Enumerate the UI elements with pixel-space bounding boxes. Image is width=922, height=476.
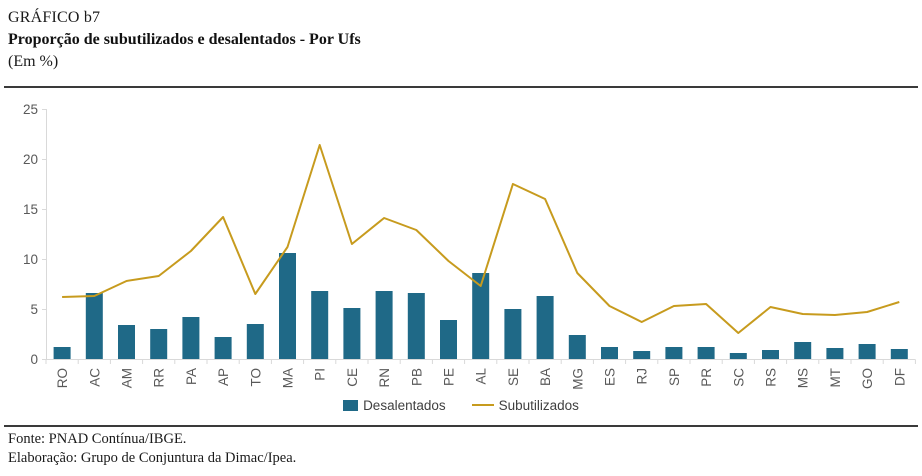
x-tick-label-AM: AM bbox=[120, 368, 135, 388]
legend-bar-swatch-icon bbox=[343, 399, 359, 411]
x-tick-label-SE: SE bbox=[506, 368, 521, 386]
bar-PI bbox=[311, 291, 329, 359]
bar-MT bbox=[826, 348, 844, 359]
x-tick-label-RO: RO bbox=[55, 368, 70, 388]
x-tick-label-RS: RS bbox=[764, 368, 779, 387]
y-tick-label: 5 bbox=[30, 302, 38, 317]
x-tick-label-ES: ES bbox=[603, 368, 618, 386]
chart-legend: Desalentados Subutilizados bbox=[0, 394, 922, 416]
bar-PA bbox=[182, 317, 200, 359]
bar-GO bbox=[858, 344, 876, 359]
y-tick-label: 25 bbox=[23, 102, 38, 117]
figure-unit: (Em %) bbox=[8, 53, 59, 70]
bar-MG bbox=[568, 335, 586, 359]
figure-title: Proporção de subutilizados e desalentado… bbox=[8, 31, 361, 48]
figure-footer: Fonte: PNAD Contínua/IBGE. Elaboração: G… bbox=[0, 427, 922, 468]
chart-area: 0 5 10 15 20 25 RO AC AM RR PA AP TO MA PI CE RN PB PE AL SE… bbox=[0, 88, 922, 416]
x-tick-label-RN: RN bbox=[377, 368, 392, 388]
bar-PE bbox=[440, 320, 457, 359]
bar-SC bbox=[729, 353, 747, 359]
bar-DF bbox=[890, 349, 908, 359]
bar-AP bbox=[214, 337, 232, 359]
bar-RJ bbox=[633, 351, 651, 359]
x-tick-label-RJ: RJ bbox=[635, 368, 650, 385]
x-tick-label-RR: RR bbox=[152, 368, 167, 388]
x-tick-label-BA: BA bbox=[538, 368, 553, 386]
x-tick-label-PI: PI bbox=[313, 368, 328, 381]
bar-RS bbox=[762, 350, 779, 359]
bar-SP bbox=[665, 347, 683, 359]
legend-item-subutilizados: Subutilizados bbox=[471, 397, 579, 413]
x-tick-label-PA: PA bbox=[184, 368, 199, 385]
x-tick-label-SP: SP bbox=[667, 368, 682, 386]
y-tick-label: 15 bbox=[23, 202, 38, 217]
x-tick-label-DF: DF bbox=[892, 368, 907, 386]
x-tick-label-MS: MS bbox=[796, 368, 811, 388]
x-tick-label-PB: PB bbox=[409, 368, 424, 386]
bar-AL bbox=[472, 273, 490, 359]
legend-line-swatch-icon bbox=[471, 404, 494, 406]
bar-MA bbox=[279, 253, 296, 359]
x-tick-label-PR: PR bbox=[699, 368, 714, 387]
bar-BA bbox=[536, 296, 554, 359]
y-tick-label: 0 bbox=[30, 352, 38, 367]
x-tick-label-MT: MT bbox=[828, 368, 843, 388]
bar-ES bbox=[601, 347, 618, 359]
x-tick-label-GO: GO bbox=[860, 368, 875, 389]
bar-MS bbox=[794, 342, 812, 359]
chart-svg: 0 5 10 15 20 25 RO AC AM RR PA AP TO MA PI CE RN PB PE AL SE… bbox=[23, 102, 916, 390]
figure-label: GRÁFICO b7 bbox=[8, 9, 101, 26]
top-divider bbox=[4, 86, 918, 88]
legend-item-desalentados: Desalentados bbox=[343, 398, 446, 413]
bar-AM bbox=[118, 325, 135, 359]
x-tick-label-CE: CE bbox=[345, 368, 360, 387]
legend-label-subutilizados: Subutilizados bbox=[498, 397, 579, 413]
x-tick-label-PE: PE bbox=[442, 368, 457, 386]
bar-RR bbox=[150, 329, 168, 359]
y-tick-label: 10 bbox=[23, 252, 38, 267]
source-note: Fonte: PNAD Contínua/IBGE. bbox=[8, 431, 187, 447]
legend-label-desalentados: Desalentados bbox=[363, 397, 446, 413]
x-tick-label-SC: SC bbox=[731, 368, 746, 387]
bottom-divider bbox=[4, 425, 918, 427]
bar-PR bbox=[697, 347, 715, 359]
bar-SE bbox=[504, 309, 522, 359]
bar-CE bbox=[343, 308, 361, 359]
bar-AC bbox=[85, 293, 103, 359]
x-tick-label-AC: AC bbox=[87, 368, 102, 387]
bar-RO bbox=[53, 347, 71, 359]
trend-line bbox=[62, 144, 900, 334]
elaboration-note: Elaboração: Grupo de Conjuntura da Dimac… bbox=[8, 450, 297, 466]
figure-header: GRÁFICO b7 Proporção de subutilizados e … bbox=[0, 0, 922, 73]
x-tick-label-MG: MG bbox=[570, 368, 585, 390]
x-tick-label-TO: TO bbox=[248, 368, 263, 387]
bar-PB bbox=[407, 293, 425, 359]
x-tick-label-AL: AL bbox=[474, 368, 489, 385]
x-tick-label-AP: AP bbox=[216, 368, 231, 386]
bar-RN bbox=[375, 291, 393, 359]
x-tick-label-MA: MA bbox=[281, 368, 296, 388]
bar-TO bbox=[246, 324, 264, 359]
y-tick-label: 20 bbox=[23, 152, 38, 167]
